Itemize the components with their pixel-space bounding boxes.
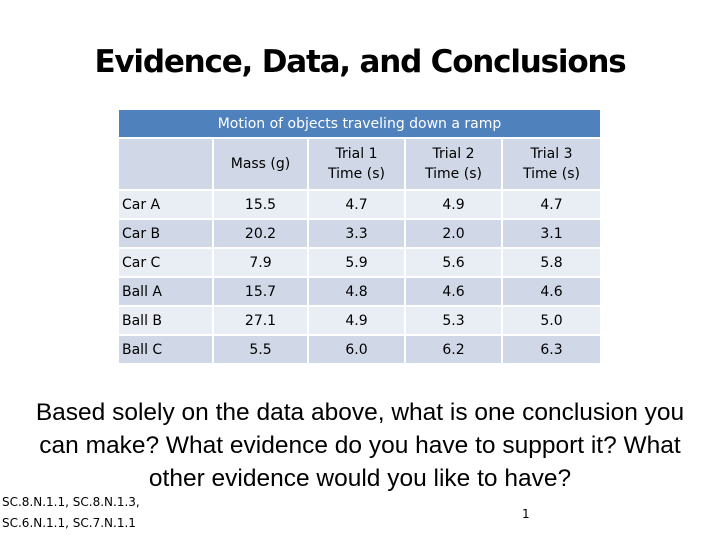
table-row: Car A 15.5 4.7 4.9 4.7 (119, 191, 600, 220)
table-caption-row: Motion of objects traveling down a ramp (119, 110, 600, 139)
table-cell: 20.2 (214, 220, 309, 249)
table-cell: 5.5 (214, 336, 309, 365)
table-cell: 2.0 (406, 220, 503, 249)
standards-footer: SC.8.N.1.1, SC.8.N.1.3, SC.6.N.1.1, SC.7… (2, 492, 202, 534)
table-cell: 5.8 (503, 249, 600, 278)
table-cell: 4.7 (309, 191, 406, 220)
table-cell: 4.9 (406, 191, 503, 220)
table-row: Car B 20.2 3.3 2.0 3.1 (119, 220, 600, 249)
row-label: Car A (119, 191, 214, 220)
row-label: Car B (119, 220, 214, 249)
table-cell: 6.2 (406, 336, 503, 365)
table-cell: 15.5 (214, 191, 309, 220)
standards-line: SC.8.N.1.1, SC.8.N.1.3, (2, 495, 140, 509)
table-cell: 5.6 (406, 249, 503, 278)
table-cell: 5.0 (503, 307, 600, 336)
table-cell: 15.7 (214, 278, 309, 307)
column-header: Trial 2 Time (s) (406, 139, 503, 191)
table-cell: 7.9 (214, 249, 309, 278)
table-row: Ball A 15.7 4.8 4.6 4.6 (119, 278, 600, 307)
table-row: Car C 7.9 5.9 5.6 5.8 (119, 249, 600, 278)
table-cell: 4.8 (309, 278, 406, 307)
row-label: Ball C (119, 336, 214, 365)
table-header-row: Mass (g) Trial 1 Time (s) Trial 2 Time (s)… (119, 139, 600, 191)
row-label: Ball B (119, 307, 214, 336)
column-header: Trial 1 Time (s) (309, 139, 406, 191)
table-row: Ball B 27.1 4.9 5.3 5.0 (119, 307, 600, 336)
question-text: Based solely on the data above, what is … (35, 399, 685, 492)
column-header: Mass (g) (214, 139, 309, 191)
table-cell: 4.6 (406, 278, 503, 307)
row-label: Ball A (119, 278, 214, 307)
row-label: Car C (119, 249, 214, 278)
data-table: Motion of objects traveling down a ramp … (119, 110, 600, 365)
standards-line: SC.6.N.1.1, SC.7.N.1.1 (2, 516, 136, 530)
column-header: Trial 3 Time (s) (503, 139, 600, 191)
column-header (119, 139, 214, 191)
table-cell: 4.9 (309, 307, 406, 336)
table-cell: 3.1 (503, 220, 600, 249)
table-cell: 3.3 (309, 220, 406, 249)
table-cell: 27.1 (214, 307, 309, 336)
table-cell: 6.0 (309, 336, 406, 365)
table-cell: 4.7 (503, 191, 600, 220)
table-cell: 4.6 (503, 278, 600, 307)
page-number: 1 (522, 507, 530, 521)
table-row: Ball C 5.5 6.0 6.2 6.3 (119, 336, 600, 365)
table-caption: Motion of objects traveling down a ramp (119, 110, 600, 139)
slide-title: Evidence, Data, and Conclusions (94, 44, 626, 80)
table-cell: 5.3 (406, 307, 503, 336)
table-cell: 6.3 (503, 336, 600, 365)
table-cell: 5.9 (309, 249, 406, 278)
